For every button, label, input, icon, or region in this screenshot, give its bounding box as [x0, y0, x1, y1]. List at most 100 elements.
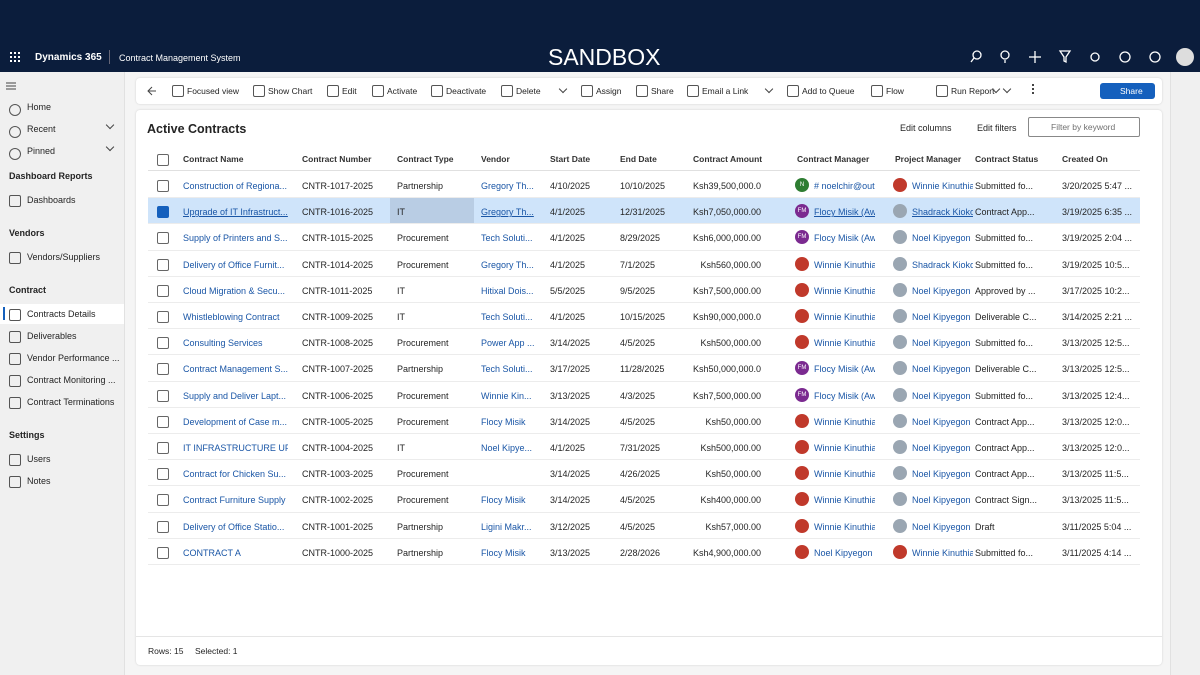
cell[interactable]: Winnie Kinuthia ... [912, 181, 973, 191]
column-header[interactable]: Contract Status [975, 154, 1039, 164]
column-header[interactable]: Contract Name [183, 154, 244, 164]
cell[interactable]: Contract Management S... [183, 364, 288, 375]
command-icon[interactable] [431, 85, 443, 97]
command-button[interactable]: Delete [516, 86, 541, 96]
row-checkbox[interactable] [157, 284, 169, 297]
command-icon[interactable] [936, 85, 948, 97]
cell[interactable]: Consulting Services [183, 338, 263, 349]
column-header[interactable]: Contract Amount [693, 154, 763, 164]
cell[interactable]: Gregory Th... [481, 181, 534, 191]
search-box[interactable]: Filter by keyword [1028, 117, 1140, 137]
app-name[interactable]: Dynamics 365 [35, 52, 102, 63]
nav-item[interactable]: Deliverables [27, 331, 77, 341]
command-icon[interactable] [871, 85, 883, 97]
cell[interactable]: Flocy Misik [481, 416, 526, 427]
cell[interactable]: Winnie Kin... [481, 390, 532, 401]
command-icon[interactable] [327, 85, 339, 97]
cell[interactable]: Supply of Printers and S... [183, 233, 288, 244]
cell[interactable]: Noel Kipyegon (... [912, 338, 973, 349]
row-checkbox[interactable] [157, 415, 169, 428]
cell[interactable]: Winnie Kinuthia (A... [814, 521, 875, 532]
cell[interactable]: Noel Kipyegon (... [912, 312, 973, 322]
command-icon[interactable] [172, 85, 184, 97]
nav-item[interactable]: Dashboards [27, 195, 76, 205]
cell[interactable]: Ligini Makr... [481, 521, 532, 532]
cell[interactable]: Cloud Migration & Secu... [183, 285, 286, 296]
row-checkbox[interactable] [157, 494, 169, 507]
cell[interactable]: Tech Soluti... [481, 364, 533, 375]
cell[interactable]: Noel Kipyegon (A... [814, 547, 875, 558]
command-button[interactable]: Add to Queue [802, 86, 855, 96]
search-placeholder[interactable]: Filter by keyword [1051, 122, 1116, 132]
row-checkbox[interactable] [157, 389, 169, 402]
column-header[interactable]: Project Manager [895, 154, 962, 164]
header-icons[interactable] [965, 48, 1165, 66]
edit-filters[interactable]: Edit filters [977, 123, 1017, 133]
command-icon[interactable] [636, 85, 648, 97]
view-title[interactable]: Active Contracts [147, 122, 247, 136]
nav-item[interactable]: Recent [27, 124, 56, 134]
cell[interactable]: Delivery of Office Furnit... [183, 259, 285, 270]
row-checkbox[interactable] [157, 258, 169, 271]
cell[interactable]: Noel Kipyegon (... [912, 521, 973, 532]
command-button[interactable]: Focused view [187, 86, 239, 96]
cell[interactable]: Tech Soluti... [481, 233, 533, 244]
select-all[interactable] [157, 154, 169, 166]
cell[interactable]: Noel Kipye... [481, 443, 533, 453]
cell[interactable]: Noel Kipyegon (... [912, 233, 973, 244]
command-chevron[interactable] [1002, 84, 1012, 94]
command-icon[interactable] [687, 85, 699, 97]
nav-item[interactable]: Contract Terminations [27, 397, 115, 407]
nav-item[interactable]: Users [27, 454, 51, 464]
row-checkbox[interactable] [157, 180, 169, 192]
column-header[interactable]: Created On [1062, 154, 1108, 164]
edit-columns[interactable]: Edit columns [900, 123, 952, 133]
nav-item[interactable]: Pinned [27, 146, 56, 156]
column-header[interactable]: Start Date [550, 154, 591, 164]
column-header[interactable]: End Date [620, 154, 657, 164]
command-chevron[interactable] [558, 84, 568, 94]
row-checkbox[interactable] [157, 232, 169, 245]
cell[interactable]: Noel Kipyegon (... [912, 390, 973, 401]
command-button[interactable]: Assign [596, 86, 622, 96]
cell[interactable]: Winnie Kinuthia (A... [814, 259, 875, 270]
cell[interactable]: Winnie Kinuthia (A... [814, 495, 875, 506]
command-button[interactable]: Activate [387, 86, 418, 96]
command-icon[interactable] [787, 85, 799, 97]
user-avatar[interactable] [1176, 48, 1194, 66]
cell[interactable]: Noel Kipyegon (... [912, 285, 973, 296]
command-icon[interactable] [501, 85, 513, 97]
command-button[interactable]: Deactivate [446, 86, 487, 96]
column-header[interactable]: Contract Number [302, 154, 372, 164]
back-button[interactable] [147, 86, 157, 96]
cell[interactable]: Noel Kipyegon (... [912, 364, 973, 375]
nav-chevron[interactable] [105, 120, 115, 130]
nav-item[interactable]: Vendor Performance ... [27, 353, 120, 363]
command-icon[interactable] [581, 85, 593, 97]
row-checkbox[interactable] [157, 520, 169, 533]
cell[interactable]: Supply and Deliver Lapt... [183, 390, 287, 401]
cell[interactable]: Whistleblowing Contract [183, 312, 280, 322]
command-button[interactable]: Run Report [951, 86, 995, 96]
row-checkbox[interactable] [157, 337, 169, 350]
cell[interactable]: Winnie Kinuthia (A... [814, 469, 875, 480]
cell[interactable]: Tech Soluti... [481, 312, 533, 322]
nav-chevron[interactable] [105, 142, 115, 152]
command-button[interactable]: Flow [886, 86, 904, 96]
column-header[interactable]: Contract Manager [797, 154, 870, 164]
cell[interactable]: Upgrade of IT Infrastruct... [183, 207, 288, 218]
column-header[interactable]: Contract Type [397, 154, 454, 164]
app-launcher[interactable] [10, 52, 20, 62]
cell[interactable]: # noelchir@outlo... [814, 181, 875, 191]
cell[interactable]: Flocy Misik (Away) [814, 233, 875, 244]
cell[interactable]: Noel Kipyegon (... [912, 469, 973, 480]
row-checkbox[interactable] [157, 468, 169, 481]
column-header[interactable]: Vendor [481, 154, 510, 164]
cell[interactable]: Gregory Th... [481, 207, 534, 218]
share-label[interactable]: Share [1120, 86, 1143, 96]
row-checkbox[interactable] [157, 311, 169, 323]
cell[interactable]: Flocy Misik (Away) [814, 364, 875, 375]
cell[interactable]: Winnie Kinuthia (A... [814, 312, 875, 322]
command-button[interactable]: Edit [342, 86, 357, 96]
cell[interactable]: Noel Kipyegon (... [912, 416, 973, 427]
